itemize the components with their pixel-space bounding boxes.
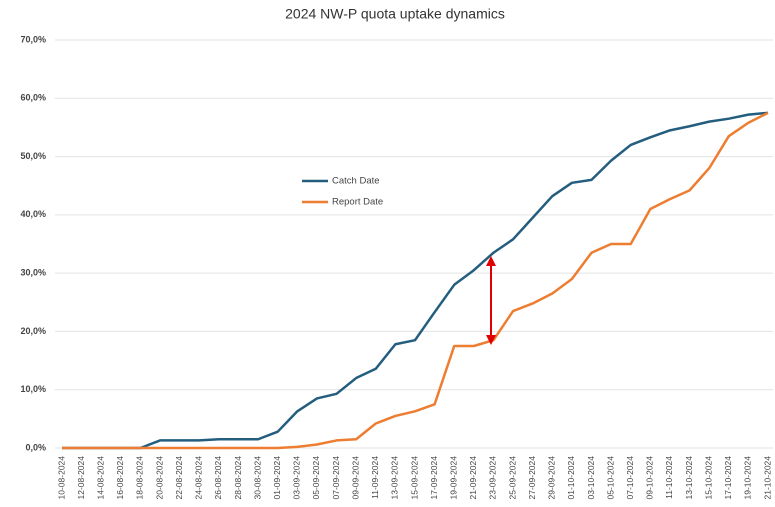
y-tick-label: 30,0% — [20, 268, 46, 278]
x-tick-label: 15-10-2024 — [703, 456, 713, 500]
x-tick-label: 10-08-2024 — [56, 456, 66, 500]
x-tick-label: 07-09-2024 — [331, 456, 341, 500]
x-tick-label: 13-09-2024 — [390, 456, 400, 500]
series-line — [62, 111, 769, 450]
legend-label: Report Date — [332, 197, 383, 208]
x-tick-label: 05-10-2024 — [605, 456, 615, 500]
y-tick-label: 60,0% — [20, 93, 46, 103]
x-tick-label: 23-09-2024 — [488, 456, 498, 500]
x-tick-label: 24-08-2024 — [194, 456, 204, 500]
legend-label: Catch Date — [332, 176, 380, 187]
x-tick-label: 21-09-2024 — [468, 456, 478, 500]
x-tick-label: 22-08-2024 — [174, 456, 184, 500]
x-tick-label: 18-08-2024 — [135, 456, 145, 500]
plot — [62, 111, 769, 450]
x-tick-label: 14-08-2024 — [95, 456, 105, 500]
x-tick-label: 26-08-2024 — [213, 456, 223, 500]
y-tick-label: 10,0% — [20, 384, 46, 394]
x-tick-label: 19-09-2024 — [448, 456, 458, 500]
x-tick-label: 03-10-2024 — [586, 456, 596, 500]
x-tick-label: 30-08-2024 — [252, 456, 262, 500]
chart-title: 2024 NW-P quota uptake dynamics — [285, 6, 505, 22]
x-tick-label: 17-09-2024 — [429, 456, 439, 500]
x-tick-label: 03-09-2024 — [292, 456, 302, 500]
series-line — [62, 111, 769, 450]
y-tick-label: 70,0% — [20, 34, 46, 44]
x-tick-label: 20-08-2024 — [154, 456, 164, 500]
x-tick-label: 13-10-2024 — [684, 456, 694, 500]
x-tick-label: 07-10-2024 — [625, 456, 635, 500]
x-tick-label: 19-10-2024 — [743, 456, 753, 500]
x-tick-label: 27-09-2024 — [527, 456, 537, 500]
y-tick-label: 0,0% — [25, 442, 46, 452]
x-tick-label: 25-09-2024 — [507, 456, 517, 500]
x-tick-label: 21-10-2024 — [762, 456, 772, 500]
x-tick-label: 09-10-2024 — [645, 456, 655, 500]
x-tick-label: 15-09-2024 — [409, 456, 419, 500]
y-tick-label: 20,0% — [20, 326, 46, 336]
x-tick-label: 01-10-2024 — [566, 456, 576, 500]
x-tick-label: 11-10-2024 — [664, 456, 674, 499]
x-tick-label: 16-08-2024 — [115, 456, 125, 500]
x-tick-label: 09-09-2024 — [350, 456, 360, 500]
x-tick-label: 11-09-2024 — [370, 456, 380, 499]
x-tick-label: 05-09-2024 — [311, 456, 321, 500]
x-tick-label: 29-09-2024 — [547, 456, 557, 500]
x-tick-label: 28-08-2024 — [233, 456, 243, 500]
grid — [55, 39, 773, 449]
x-tick-label: 12-08-2024 — [76, 456, 86, 500]
x-tick-label: 01-09-2024 — [272, 456, 282, 500]
x-tick-label: 17-10-2024 — [723, 456, 733, 500]
y-tick-label: 40,0% — [20, 209, 46, 219]
y-tick-label: 50,0% — [20, 151, 46, 161]
